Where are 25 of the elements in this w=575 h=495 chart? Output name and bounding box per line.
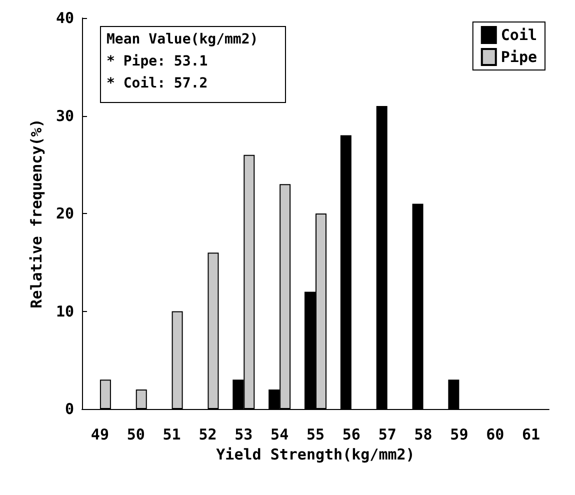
annotation: * Pipe: 53.1 (106, 54, 208, 70)
x-tick-label: 52 (198, 426, 217, 444)
x-tick-label: 61 (522, 426, 540, 444)
x-tick-label: 53 (234, 426, 253, 444)
x-tick-label: 54 (270, 426, 289, 444)
y-tick-label: 10 (56, 302, 74, 320)
x-tick-label: 51 (162, 426, 181, 444)
x-tick-label: 55 (306, 426, 325, 444)
x-tick-label: 58 (414, 426, 432, 444)
x-tick-label: 56 (342, 426, 360, 444)
x-tick-label: 59 (450, 426, 468, 444)
y-tick-label: 30 (56, 106, 74, 125)
x-tick-label: 49 (90, 426, 109, 444)
x-axis-title: Yield Strength(kg/mm2) (216, 445, 415, 464)
annotation: Mean Value(kg/mm2) (106, 32, 258, 48)
y-tick-label: 40 (56, 9, 74, 27)
y-axis-title: Relative frequency(%) (28, 118, 46, 308)
annotation: * Coil: 57.2 (106, 76, 208, 92)
y-tick-label: 20 (56, 204, 74, 222)
y-tick-label: 0 (64, 400, 74, 418)
x-tick-label: 50 (126, 426, 145, 444)
x-tick-label: 57 (378, 426, 396, 444)
legend-label: Coil (500, 26, 537, 44)
x-tick-label: 60 (486, 426, 504, 444)
legend-label: Pipe (500, 48, 537, 66)
